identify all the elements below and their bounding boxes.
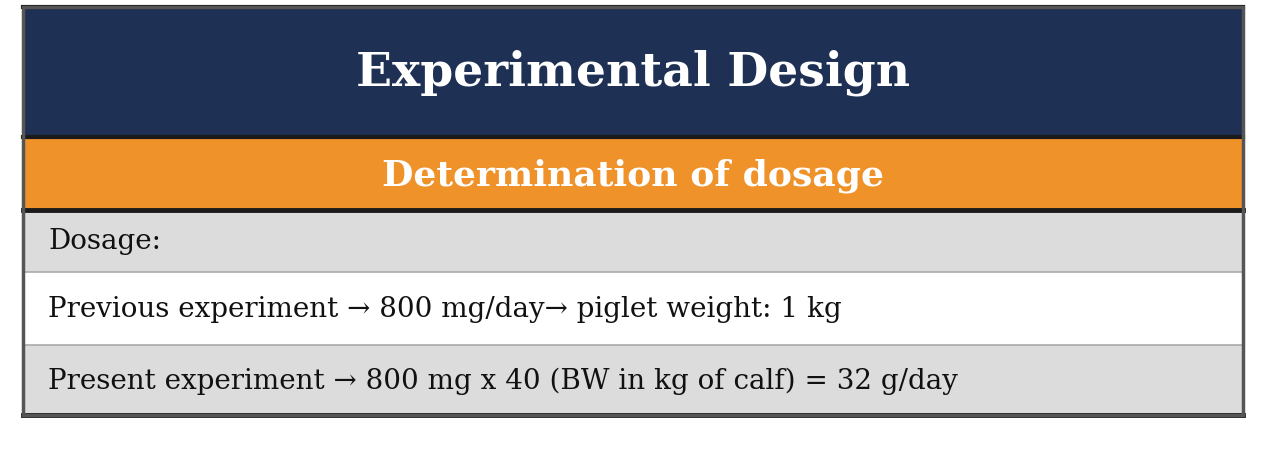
Bar — [23, 140, 1243, 211]
Bar — [23, 345, 1243, 415]
Text: Determination of dosage: Determination of dosage — [382, 158, 884, 192]
Text: Present experiment → 800 mg x 40 (BW in kg of calf) = 32 g/day: Present experiment → 800 mg x 40 (BW in … — [48, 367, 958, 394]
Bar — [23, 8, 1243, 138]
Bar — [23, 272, 1243, 345]
Bar — [23, 211, 1243, 272]
Bar — [23, 8, 1243, 415]
Text: Experimental Design: Experimental Design — [356, 50, 910, 96]
Text: Previous experiment → 800 mg/day→ piglet weight: 1 kg: Previous experiment → 800 mg/day→ piglet… — [48, 295, 842, 322]
Text: Dosage:: Dosage: — [48, 228, 161, 255]
